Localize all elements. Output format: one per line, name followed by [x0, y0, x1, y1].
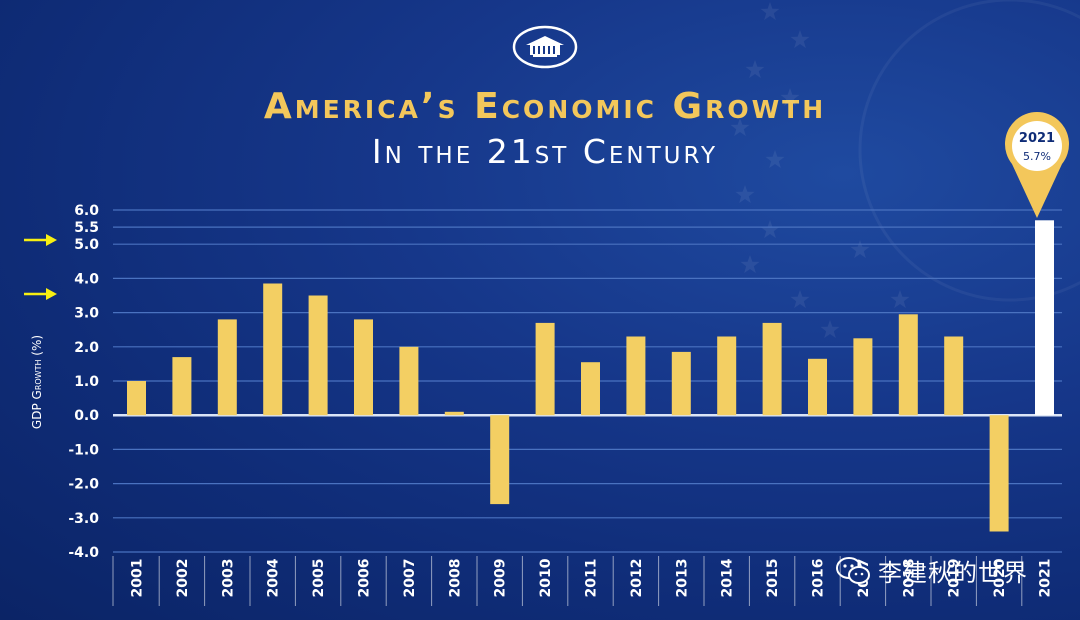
bars: [127, 220, 1054, 532]
star-icon: [745, 60, 765, 79]
bar-2006: [354, 319, 373, 416]
y-tick-label: 3.0: [74, 306, 99, 322]
seal-ring: [858, 0, 1080, 302]
y-axis-label: GDP Growth (%): [30, 335, 44, 429]
white-house-logo: [512, 25, 578, 69]
bar-2014: [717, 336, 737, 416]
bar-2013: [671, 351, 691, 416]
star-icon: [850, 240, 870, 259]
y-tick-label: 0.0: [74, 408, 99, 424]
bar-2008: [444, 411, 464, 416]
chart-title-line-2: In the 21st Century: [371, 132, 719, 171]
bar-2003: [217, 319, 237, 416]
x-tick-label: 2007: [402, 559, 418, 598]
x-tick-label: 2009: [493, 559, 509, 598]
chart-title-line-1: America’s Economic Growth: [263, 86, 827, 127]
star-icon: [730, 118, 750, 137]
background-stars: [730, 0, 1080, 339]
y-tick-label: -1.0: [68, 442, 99, 458]
star-icon: [760, 220, 780, 239]
y-tick-label: 6.0: [74, 203, 99, 219]
star-icon: [760, 2, 780, 21]
bar-2001: [127, 381, 146, 416]
wechat-icon: [836, 556, 870, 584]
x-tick-label: 2013: [674, 559, 690, 598]
y-tick-label: 5.0: [74, 237, 99, 253]
x-tick-label: 2021: [1038, 559, 1054, 598]
x-tick-label: 2008: [447, 559, 463, 598]
bar-2002: [172, 357, 192, 416]
star-icon: [790, 30, 810, 49]
y-tick-label: 1.0: [74, 374, 99, 390]
star-icon: [890, 290, 910, 309]
x-tick-label: 2006: [357, 559, 373, 598]
watermark: 李建秋的世界: [836, 553, 1028, 588]
highlight-value: 5.7%: [1023, 150, 1051, 163]
bar-2007: [399, 346, 419, 416]
y-tick-label: 4.0: [74, 271, 99, 287]
y-axis-ticks: 6.05.55.0 4.0 3.0 2.0 1.0 0.0 -1.0 -2.0 -3.0 -4.0: [68, 203, 99, 561]
y-tick-label: 2.0: [74, 340, 99, 356]
star-icon: [740, 255, 760, 274]
x-tick-label: 2005: [311, 559, 327, 598]
bar-2004: [263, 283, 283, 416]
bar-2012: [626, 336, 646, 416]
star-icon: [820, 320, 840, 339]
y-tick-label: -2.0: [68, 477, 99, 493]
x-tick-label: 2018: [901, 559, 917, 598]
bar-2011: [581, 362, 600, 416]
x-tick-label: 2020: [992, 558, 1008, 597]
star-icon: [765, 150, 785, 169]
star-icon: [790, 290, 810, 309]
highlight-arrow-icon: [24, 288, 57, 300]
x-tick-label: 2015: [765, 559, 781, 598]
x-tick-label: 2004: [266, 558, 282, 597]
bar-2021: [1035, 220, 1054, 416]
x-tick-label: 2011: [584, 559, 600, 598]
highlight-year: 2021: [1018, 131, 1056, 146]
bar-2019: [944, 336, 964, 416]
y-tick-label: -4.0: [68, 545, 99, 561]
x-tick-label: 2003: [220, 559, 236, 598]
map-pin-marker-icon: [1005, 112, 1069, 218]
x-tick-label: 2014: [720, 558, 736, 597]
bar-2010: [535, 322, 555, 416]
x-tick-label: 2001: [130, 559, 146, 598]
x-axis-ticks: 2001 2002 2003 2004 2005 2006 2007 2008 2009 2010…: [112, 556, 1054, 606]
watermark-text: 李建秋的世界: [878, 559, 1028, 587]
bar-2018: [898, 314, 918, 416]
x-tick-label: 2019: [947, 559, 963, 598]
y-tick-label: 5.5: [74, 220, 99, 236]
star-icon: [735, 185, 755, 204]
bar-2016: [808, 358, 827, 416]
star-icon: [780, 88, 800, 107]
bar-2017: [853, 338, 873, 416]
highlight-arrow-icon: [24, 234, 57, 246]
bar-2005: [308, 295, 328, 416]
bar-2020: [989, 415, 1009, 532]
x-tick-label: 2016: [811, 559, 827, 598]
bar-2015: [762, 322, 782, 416]
bar-2009: [490, 415, 510, 505]
x-tick-label: 2012: [629, 559, 645, 598]
x-tick-label: 2002: [175, 559, 191, 598]
x-tick-label: 2010: [538, 558, 554, 597]
y-tick-label: -3.0: [68, 511, 99, 527]
